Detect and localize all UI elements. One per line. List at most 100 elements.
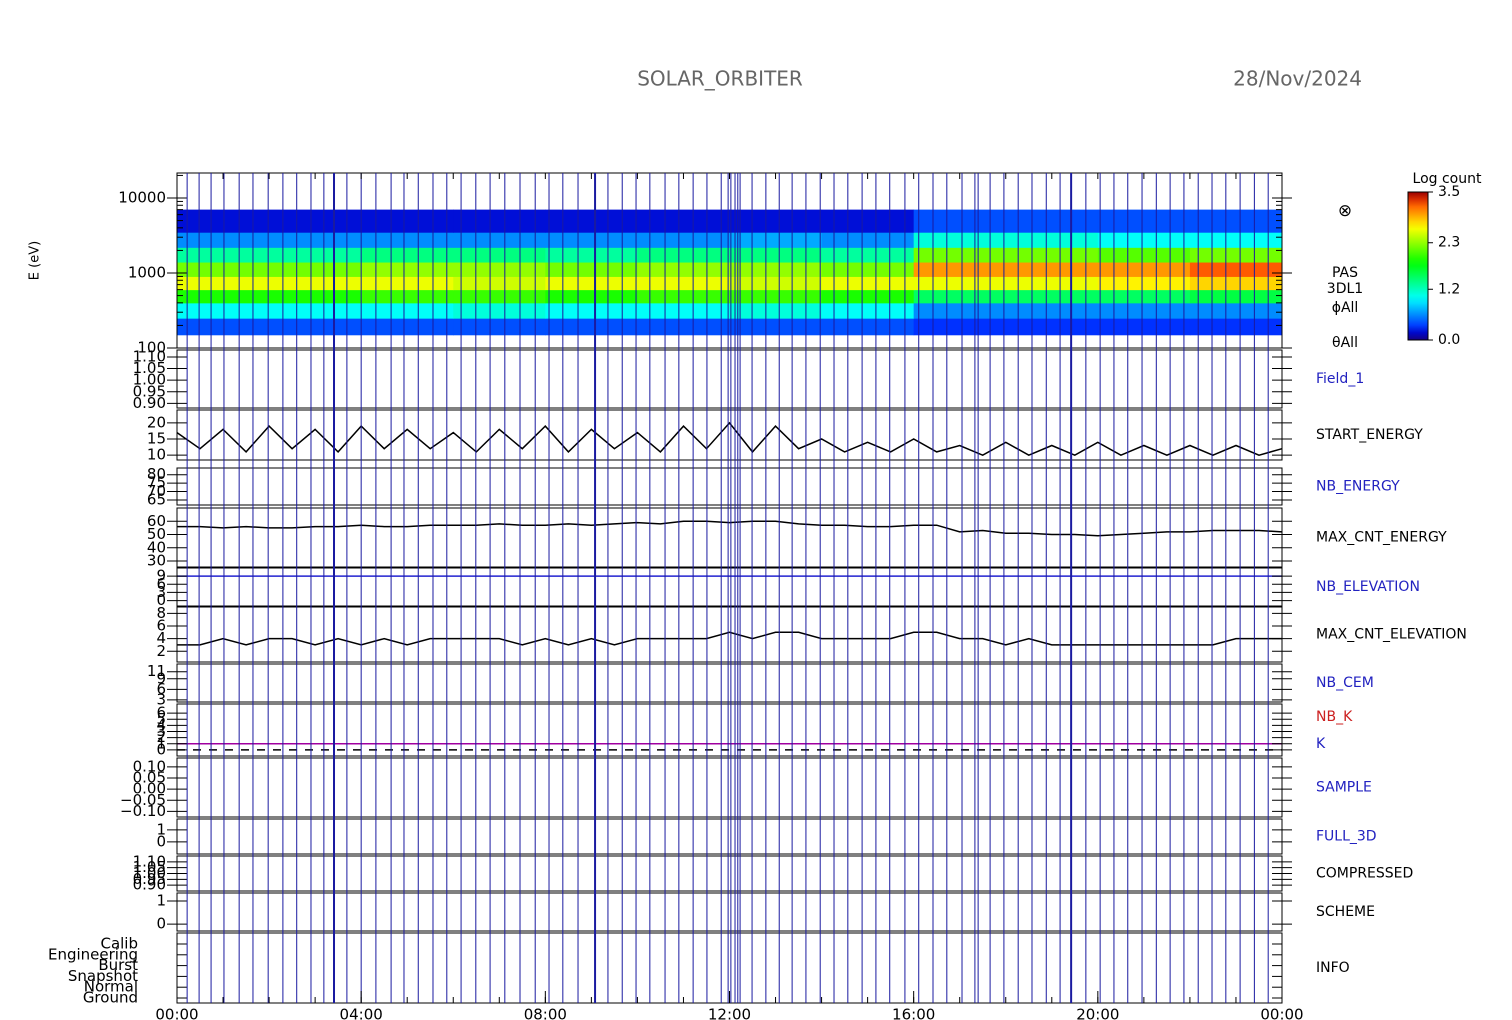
heat-cell — [637, 289, 730, 304]
heat-cell — [453, 289, 546, 304]
y-tick-label: 0.10 — [133, 757, 166, 775]
y-tick-label: 1000 — [128, 263, 166, 281]
heat-cell — [1189, 209, 1283, 233]
y-tick-label: 6 — [156, 616, 166, 634]
y-tick-label: 1 — [156, 734, 166, 752]
heat-cell — [269, 209, 362, 233]
heat-cell — [821, 318, 915, 336]
x-tick-label: 12:00 — [708, 1006, 751, 1020]
panel-frame — [176, 349, 1283, 409]
y-tick-label: 0.90 — [133, 876, 166, 894]
panel-frame — [176, 855, 1283, 892]
heat-cell — [913, 302, 1007, 319]
panel-label: ϕAll — [1332, 300, 1359, 316]
y-tick-label: 5 — [156, 710, 166, 728]
heat-cell — [729, 209, 823, 233]
heat-cell — [545, 232, 638, 248]
y-tick-label: 0.00 — [133, 780, 166, 798]
y-tick-label: 0.90 — [133, 394, 166, 412]
heat-cell — [361, 302, 454, 319]
panel-frame — [176, 757, 1283, 818]
heat-cell — [729, 262, 823, 277]
heat-cell — [913, 276, 1007, 291]
heat-cell — [913, 247, 1007, 263]
colorbar — [1407, 191, 1429, 341]
y-tick-label: 0 — [156, 832, 166, 850]
panel-frame — [176, 467, 1283, 506]
heat-cell — [1005, 318, 1099, 336]
panel-label: NB_K — [1316, 709, 1353, 725]
y-tick-label: 3 — [156, 583, 166, 601]
heat-cell — [821, 276, 915, 291]
y-tick-label: 50 — [147, 525, 166, 543]
heat-cell — [821, 209, 915, 233]
y-tick-label: 6 — [156, 575, 166, 593]
heat-cell — [637, 209, 730, 233]
y-tick-label: 1.05 — [133, 858, 166, 876]
panel-frame — [176, 703, 1283, 757]
heat-cell — [1005, 289, 1099, 304]
panel-label: NB_CEM — [1316, 675, 1374, 691]
heat-cell — [361, 209, 454, 233]
panel-label: 3DL1 — [1327, 281, 1363, 297]
heat-cell — [821, 247, 915, 263]
heat-cell — [1189, 262, 1283, 277]
heat-cell — [1005, 302, 1099, 319]
heat-cell — [453, 247, 546, 263]
y-tick-label: 100 — [137, 339, 166, 357]
y-tick-label: Calib — [100, 935, 138, 953]
y-tick-label: 0 — [156, 591, 166, 609]
colorbar-tick-label: 0.0 — [1438, 332, 1460, 348]
heat-cell — [821, 232, 915, 248]
heat-cell — [177, 232, 270, 248]
y-tick-label: 2 — [156, 728, 166, 746]
heat-cell — [1097, 247, 1191, 263]
panel-frame — [176, 567, 1283, 607]
heat-cell — [269, 289, 362, 304]
y-tick-label: 2 — [156, 642, 166, 660]
heat-cell — [729, 318, 823, 336]
y-tick-label: 6 — [156, 704, 166, 722]
heat-cell — [1005, 209, 1099, 233]
heat-cell — [1189, 318, 1283, 336]
heat-cell — [1005, 276, 1099, 291]
heat-cell — [1097, 209, 1191, 233]
heat-cell — [269, 247, 362, 263]
heat-cell — [453, 302, 546, 319]
data-line — [177, 631, 1282, 646]
heat-cell — [545, 276, 638, 291]
heat-cell — [177, 247, 270, 263]
heat-cell — [1189, 247, 1283, 263]
heat-cell — [177, 289, 270, 304]
panel-symbol: ⊗ — [1338, 201, 1352, 221]
heat-cell — [361, 247, 454, 263]
heat-cell — [637, 247, 730, 263]
y-tick-label: 1.10 — [133, 347, 166, 365]
y-tick-label: 1.00 — [133, 864, 166, 882]
y-tick-label: 80 — [147, 465, 166, 483]
panel-label: NB_ENERGY — [1316, 479, 1400, 495]
y-tick-label: 11 — [147, 662, 166, 680]
heat-cell — [177, 318, 270, 336]
heat-cell — [453, 276, 546, 291]
heat-cell — [1097, 302, 1191, 319]
heat-cell — [1097, 318, 1191, 336]
heat-cell — [269, 318, 362, 336]
y-tick-label: 10000 — [118, 188, 166, 206]
panel-label: COMPRESSED — [1316, 866, 1413, 882]
x-tick-label: 20:00 — [1076, 1006, 1119, 1020]
heat-cell — [913, 232, 1007, 248]
heat-cell — [545, 209, 638, 233]
heat-cell — [637, 302, 730, 319]
y-tick-label: 1 — [156, 892, 166, 910]
heat-cell — [1097, 276, 1191, 291]
y-tick-label: 9 — [156, 669, 166, 687]
heat-cell — [1097, 262, 1191, 277]
y-tick-label: 0 — [156, 740, 166, 758]
heat-cell — [269, 302, 362, 319]
panel-label: NB_ELEVATION — [1316, 579, 1420, 595]
heat-cell — [453, 318, 546, 336]
panel-label: Field_1 — [1316, 371, 1364, 387]
heat-cell — [729, 289, 823, 304]
